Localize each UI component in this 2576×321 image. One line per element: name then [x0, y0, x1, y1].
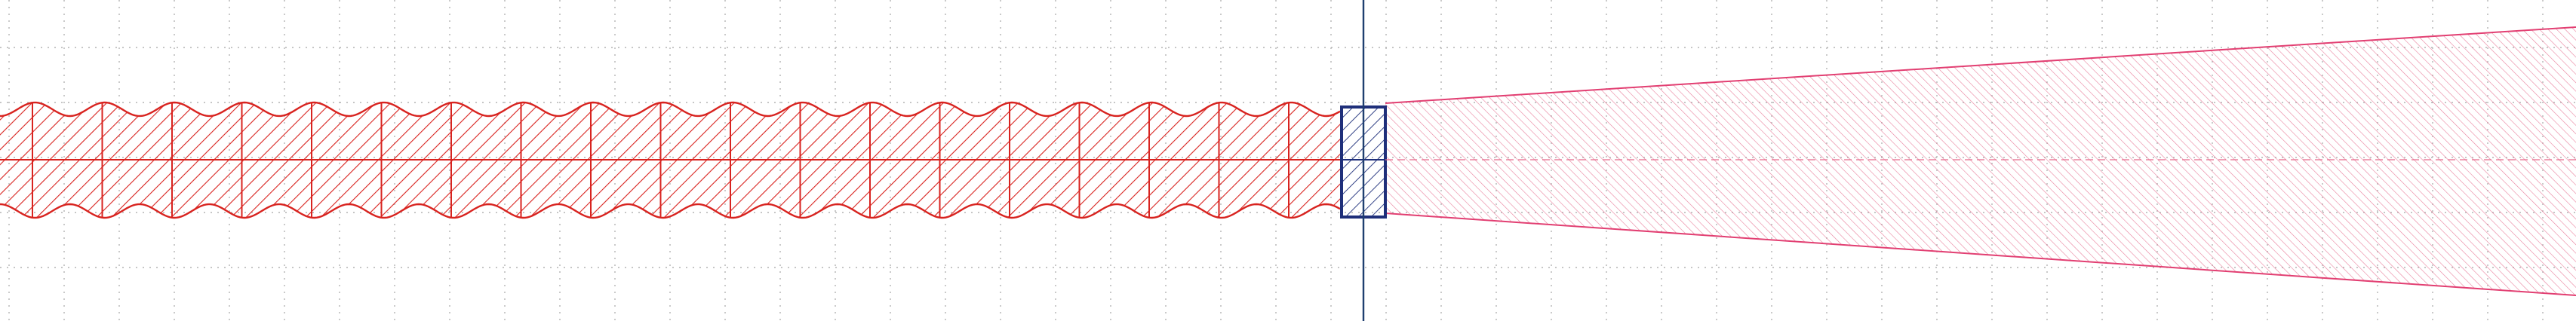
wavy-band-top-edge	[0, 101, 1341, 118]
wedge-top-edge	[1385, 26, 2576, 104]
wedge-bottom-edge	[1385, 212, 2576, 296]
wavy-band-bottom-edge	[0, 203, 1341, 219]
wedge-hatch-area	[1385, 27, 2576, 295]
wavy-band-icon	[0, 101, 1385, 219]
wedge-icon	[1385, 26, 2576, 296]
